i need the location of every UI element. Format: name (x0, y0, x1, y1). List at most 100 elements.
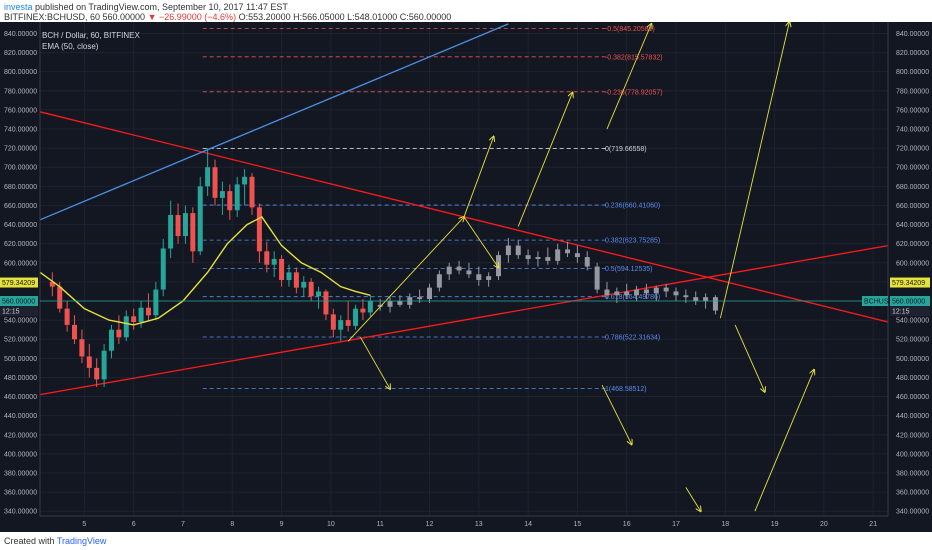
fib-level-label: -0.236(778.92057) (605, 89, 663, 96)
legend-indicator[interactable]: EMA (50, close) (42, 42, 99, 51)
candle (101, 350, 107, 380)
projection-candle (466, 270, 472, 275)
candle (64, 308, 70, 325)
y-tick-label-left: 800.00000 (4, 69, 37, 76)
author-link[interactable]: investa (4, 2, 33, 12)
projection-candle (436, 274, 442, 288)
symbol-info: BITFINEX:BCHUSD, 60 560.00000 (4, 12, 146, 22)
x-tick-label: 16 (623, 521, 631, 528)
tradingview-logo-text[interactable]: TradingView (56, 536, 107, 546)
candle (197, 186, 203, 252)
candle (330, 314, 336, 330)
y-tick-label-left: 380.00000 (4, 471, 37, 478)
projection-arrow (517, 93, 572, 227)
y-tick-label-left: 620.00000 (4, 241, 37, 248)
candle (242, 176, 248, 185)
left-time-badge-bg (0, 306, 38, 317)
publish-info: published on TradingView.com, September … (35, 2, 288, 12)
projection-candle (476, 274, 482, 280)
ema-line (39, 216, 371, 326)
projection-arrow (601, 384, 632, 444)
projection-candle (703, 297, 709, 302)
price-chart[interactable]: -0.5(845.20581) -0.382(815.57832) -0.236(7… (0, 22, 932, 532)
y-tick-label-left: 480.00000 (4, 375, 37, 382)
candle (72, 324, 78, 340)
y-tick-label-right: 620.00000 (896, 241, 929, 248)
candle (345, 320, 351, 326)
x-tick-label: 6 (132, 521, 136, 528)
candle (293, 272, 299, 288)
projection-candle (614, 291, 620, 296)
footer: Created with TradingView (0, 532, 932, 550)
y-tick-label-right: 660.00000 (896, 203, 929, 210)
projection-arrow (734, 324, 765, 392)
y-tick-label-left: 680.00000 (4, 184, 37, 191)
x-tick-label: 8 (230, 521, 234, 528)
candle (353, 308, 359, 326)
x-tick-label: 14 (524, 521, 532, 528)
projection-candle (486, 276, 492, 280)
x-tick-label: 21 (869, 521, 877, 528)
y-tick-label-right: 440.00000 (896, 413, 929, 420)
chart-area[interactable]: -0.5(845.20581) -0.382(815.57832) -0.236(7… (0, 22, 932, 532)
candle (212, 167, 218, 198)
y-tick-label-left: 720.00000 (4, 146, 37, 153)
price-change: ▼ −26.99000 (−4.6%) (147, 12, 237, 22)
candle (79, 339, 85, 357)
left-ema-badge: 579.34209 (2, 280, 35, 287)
y-tick-label-right: 400.00000 (896, 451, 929, 458)
fib-retracement: -0.5(845.20581) -0.382(815.57832) -0.236(7… (202, 26, 663, 393)
ohlc-values: O:553.20000 H:566.05000 L:548.01000 C:56… (238, 12, 452, 22)
projection-candle (545, 257, 551, 261)
projection-candle (417, 297, 423, 300)
projection-candle (515, 245, 521, 256)
candle (219, 191, 225, 198)
projection-candle (387, 301, 393, 307)
chart-header: investa published on TradingView.com, Se… (0, 0, 932, 22)
y-tick-label-left: 360.00000 (4, 490, 37, 497)
projection-candle (594, 266, 600, 290)
plot-background (40, 22, 888, 516)
projection-arrow (347, 217, 464, 342)
candle (256, 207, 262, 252)
y-tick-label-right: 700.00000 (896, 165, 929, 172)
right-price-badge-bg (890, 296, 930, 307)
candle (360, 308, 366, 313)
x-tick-label: 15 (573, 521, 581, 528)
candle (160, 248, 166, 290)
left-time-badge: 12:15 (2, 309, 20, 316)
candle (123, 316, 129, 338)
right-ema-badge-bg (890, 277, 930, 288)
projection-candle (397, 301, 403, 305)
candle (205, 167, 211, 187)
left-price-badge: 560.00000 (2, 299, 35, 306)
y-tick-label-right: 840.00000 (896, 31, 929, 38)
y-tick-label-right: 480.00000 (896, 375, 929, 382)
projection-arrow (463, 137, 494, 218)
fib-level-label: 0.5(594.12535) (605, 266, 652, 273)
candle (316, 291, 322, 297)
projection-candle (456, 266, 462, 271)
x-tick-label: 10 (327, 521, 335, 528)
y-tick-label-left: 740.00000 (4, 127, 37, 134)
projection-arrow (719, 22, 789, 319)
projection-candle (683, 295, 689, 298)
publish-line: investa published on TradingView.com, Se… (4, 2, 288, 12)
y-tick-label-right: 540.00000 (896, 318, 929, 325)
fib-level-label: 0.618(564.49786) (605, 294, 660, 301)
candle (116, 329, 122, 338)
y-tick-label-right: 460.00000 (896, 394, 929, 401)
right-symbol-badge-bg (862, 296, 888, 307)
y-tick-label-left: 820.00000 (4, 50, 37, 57)
candle (286, 272, 292, 280)
right-ema-badge: 579.34209 (892, 280, 925, 287)
projection-arrow (606, 24, 651, 130)
x-tick-label: 9 (280, 521, 284, 528)
fib-level-label: 0(719.66558) (605, 146, 647, 153)
projection-candle (525, 255, 531, 259)
x-tick-label: 19 (771, 521, 779, 528)
y-tick-label-right: 720.00000 (896, 146, 929, 153)
candle (57, 286, 63, 309)
y-tick-label-right: 360.00000 (896, 490, 929, 497)
y-tick-label-left: 340.00000 (4, 509, 37, 516)
